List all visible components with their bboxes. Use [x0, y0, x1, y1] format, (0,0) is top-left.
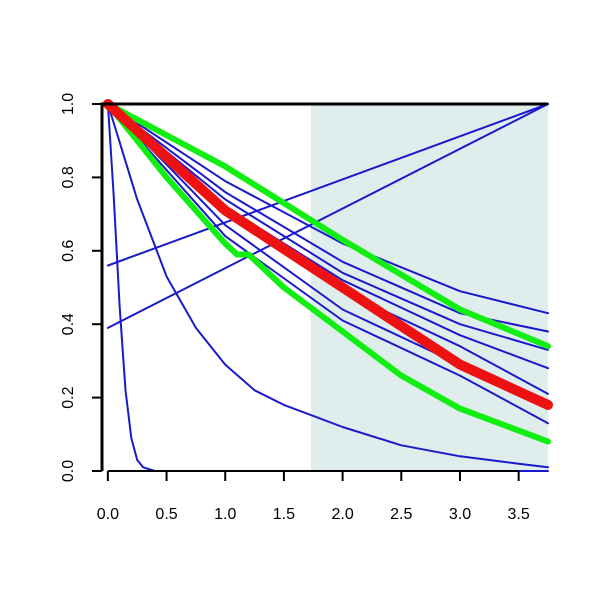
y-tick-label: 1.0 [60, 93, 77, 115]
x-tick-label: 3.0 [449, 506, 471, 523]
y-tick-label: 0.6 [60, 240, 77, 262]
y-tick-label: 0.2 [60, 386, 77, 408]
y-tick-label: 0.8 [60, 166, 77, 188]
series-line-6 [106, 103, 549, 351]
series-line-10 [106, 103, 549, 267]
plot-frame [100, 102, 548, 472]
x-tick-label: 2.0 [331, 506, 353, 523]
series-line-11 [106, 103, 549, 329]
x-tick-label: 0.0 [97, 506, 119, 523]
series-line-12 [104, 101, 551, 350]
x-tick-label: 1.0 [214, 506, 236, 523]
series-line-4 [106, 103, 549, 315]
y-axis-ticks: 0.0 0.2 0.4 0.6 0.8 1.0 [60, 93, 102, 482]
series-layer [102, 99, 553, 472]
x-tick-label: 2.5 [390, 506, 412, 523]
series-line-13 [104, 101, 551, 445]
series-line-14 [102, 99, 553, 410]
y-tick-label: 0.4 [60, 313, 77, 335]
x-tick-label: 0.5 [155, 506, 177, 523]
series-line-9 [106, 103, 549, 425]
x-axis-ticks: 0.0 0.5 1.0 1.5 2.0 2.5 3.0 3.5 [97, 471, 530, 523]
x-tick-label: 1.5 [273, 506, 295, 523]
y-tick-label: 0.0 [60, 460, 77, 482]
series-line-2 [106, 103, 549, 469]
x-tick-label: 3.5 [508, 506, 530, 523]
